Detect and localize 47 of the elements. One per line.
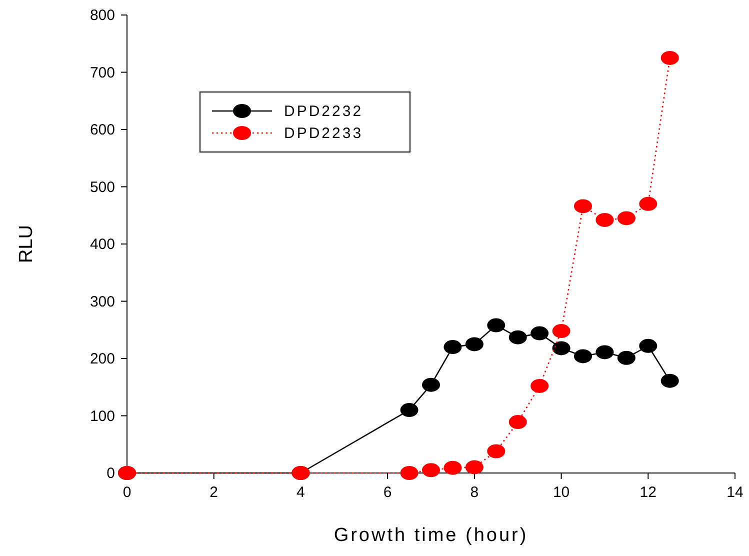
point xyxy=(552,341,570,356)
y-tick-label: 500 xyxy=(90,178,115,196)
point xyxy=(574,199,592,214)
x-tick-label: 10 xyxy=(552,484,570,501)
x-tick-label: 6 xyxy=(383,484,392,501)
y-tick-label: 100 xyxy=(90,408,115,425)
point xyxy=(508,330,527,344)
x-tick-label: 2 xyxy=(210,484,218,501)
point xyxy=(660,50,679,65)
point xyxy=(444,460,462,475)
point xyxy=(487,444,506,458)
x-axis-title: Growth time (hour) xyxy=(334,525,528,546)
x-tick-label: 14 xyxy=(726,484,744,501)
point xyxy=(596,345,614,360)
point xyxy=(530,378,549,393)
point xyxy=(617,350,636,365)
point xyxy=(639,196,658,211)
y-tick-label: 800 xyxy=(90,7,115,24)
point xyxy=(574,349,592,364)
point xyxy=(465,460,484,474)
point xyxy=(639,338,658,353)
x-tick-label: 8 xyxy=(470,484,479,501)
point xyxy=(596,212,614,227)
point xyxy=(487,318,506,332)
y-tick-label: 700 xyxy=(90,64,115,82)
x-tick-label: 12 xyxy=(640,484,656,501)
point xyxy=(422,378,440,392)
point xyxy=(444,340,462,354)
x-tick-label: 4 xyxy=(296,484,305,501)
point xyxy=(400,466,418,480)
y-tick-label: 400 xyxy=(90,236,115,253)
point xyxy=(508,415,527,430)
point xyxy=(660,374,679,388)
point xyxy=(530,326,549,340)
point xyxy=(617,211,636,226)
legend-label: DPD2233 xyxy=(284,125,364,142)
y-tick-label: 0 xyxy=(106,465,115,482)
point xyxy=(400,403,418,418)
y-tick-label: 200 xyxy=(90,350,115,368)
point xyxy=(465,337,484,352)
point xyxy=(422,463,440,478)
y-tick-label: 300 xyxy=(90,293,115,310)
x-tick-label: 0 xyxy=(122,484,132,501)
legend-label: DPD2232 xyxy=(284,103,364,120)
point xyxy=(552,324,570,338)
y-axis-title: RLU xyxy=(16,224,37,264)
y-tick-label: 600 xyxy=(90,122,115,138)
